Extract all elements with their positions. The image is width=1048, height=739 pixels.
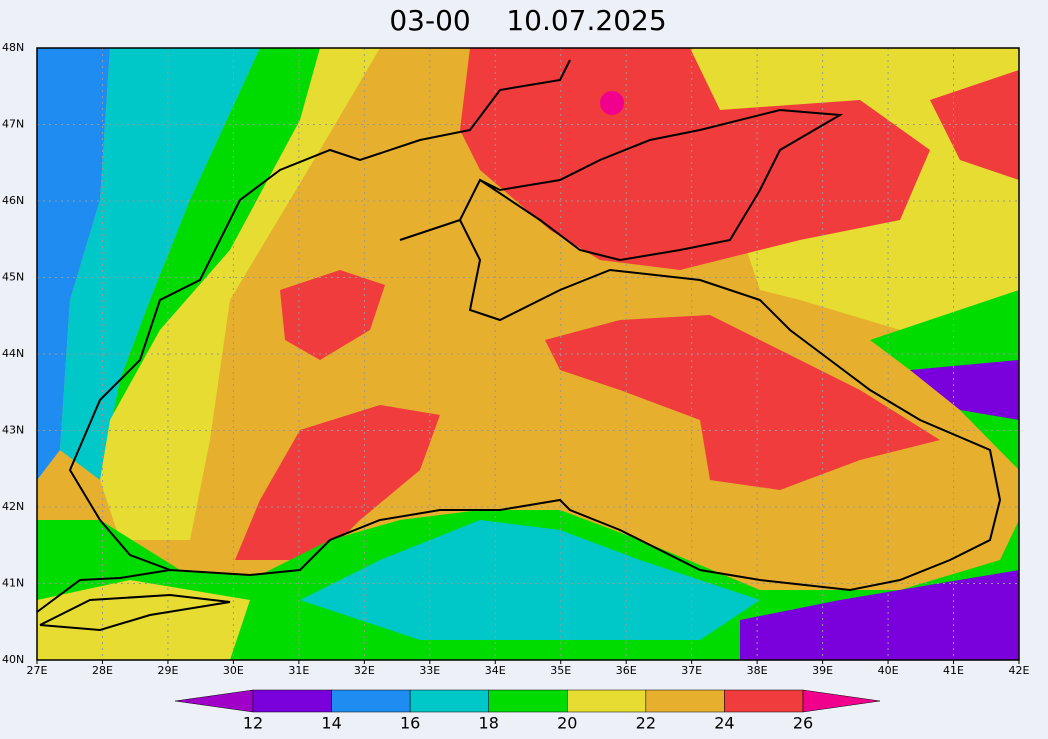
- colorbar-segment: [488, 689, 568, 713]
- longitude-label: 35E: [550, 664, 571, 677]
- colorbar-label: 14: [321, 714, 341, 733]
- colorbar-label: 26: [793, 714, 813, 733]
- latitude-label: 40N: [2, 653, 24, 666]
- longitude-label: 33E: [419, 664, 440, 677]
- latitude-label: 46N: [2, 194, 24, 207]
- longitude-label: 42E: [1009, 664, 1030, 677]
- colorbar-label: 18: [479, 714, 499, 733]
- latitude-label: 47N: [2, 118, 24, 131]
- longitude-label: 37E: [681, 664, 702, 677]
- latitude-label: 44N: [2, 347, 24, 360]
- graticule: [37, 48, 1019, 660]
- longitude-label: 41E: [943, 664, 964, 677]
- longitude-label: 38E: [747, 664, 768, 677]
- colorbar-label: 20: [557, 714, 577, 733]
- colorbar-label: 16: [400, 714, 420, 733]
- longitude-label: 39E: [812, 664, 833, 677]
- coastline: [36, 59, 1002, 632]
- colorbar-segment: [331, 689, 411, 713]
- temperature-field: [37, 48, 1019, 660]
- longitude-label: 36E: [616, 664, 637, 677]
- longitude-label: 31E: [288, 664, 309, 677]
- longitude-label: 29E: [157, 664, 178, 677]
- latitude-label: 48N: [2, 41, 24, 54]
- latitude-label: 45N: [2, 271, 24, 284]
- colorbar-segment: [567, 689, 647, 713]
- colorbar-segment: [409, 689, 489, 713]
- latitude-label: 43N: [2, 424, 24, 437]
- colorbar-segment: [252, 689, 332, 713]
- latitude-label: 41N: [2, 577, 24, 590]
- map-title: 03-00 10.07.2025: [389, 4, 666, 37]
- longitude-label: 32E: [354, 664, 375, 677]
- colorbar-label: 24: [714, 714, 734, 733]
- longitude-label: 27E: [27, 664, 48, 677]
- latitude-label: 42N: [2, 500, 24, 513]
- longitude-label: 34E: [485, 664, 506, 677]
- colorbar-arrow: [802, 689, 881, 713]
- colorbar-segment: [645, 689, 725, 713]
- longitude-label: 30E: [223, 664, 244, 677]
- colorbar-arrow: [174, 689, 254, 713]
- longitude-label: 28E: [92, 664, 113, 677]
- longitude-label: 40E: [878, 664, 899, 677]
- colorbar-segment: [724, 689, 804, 713]
- colorbar-label: 12: [243, 714, 263, 733]
- colorbar-label: 22: [636, 714, 656, 733]
- map-frame: [36, 47, 1020, 661]
